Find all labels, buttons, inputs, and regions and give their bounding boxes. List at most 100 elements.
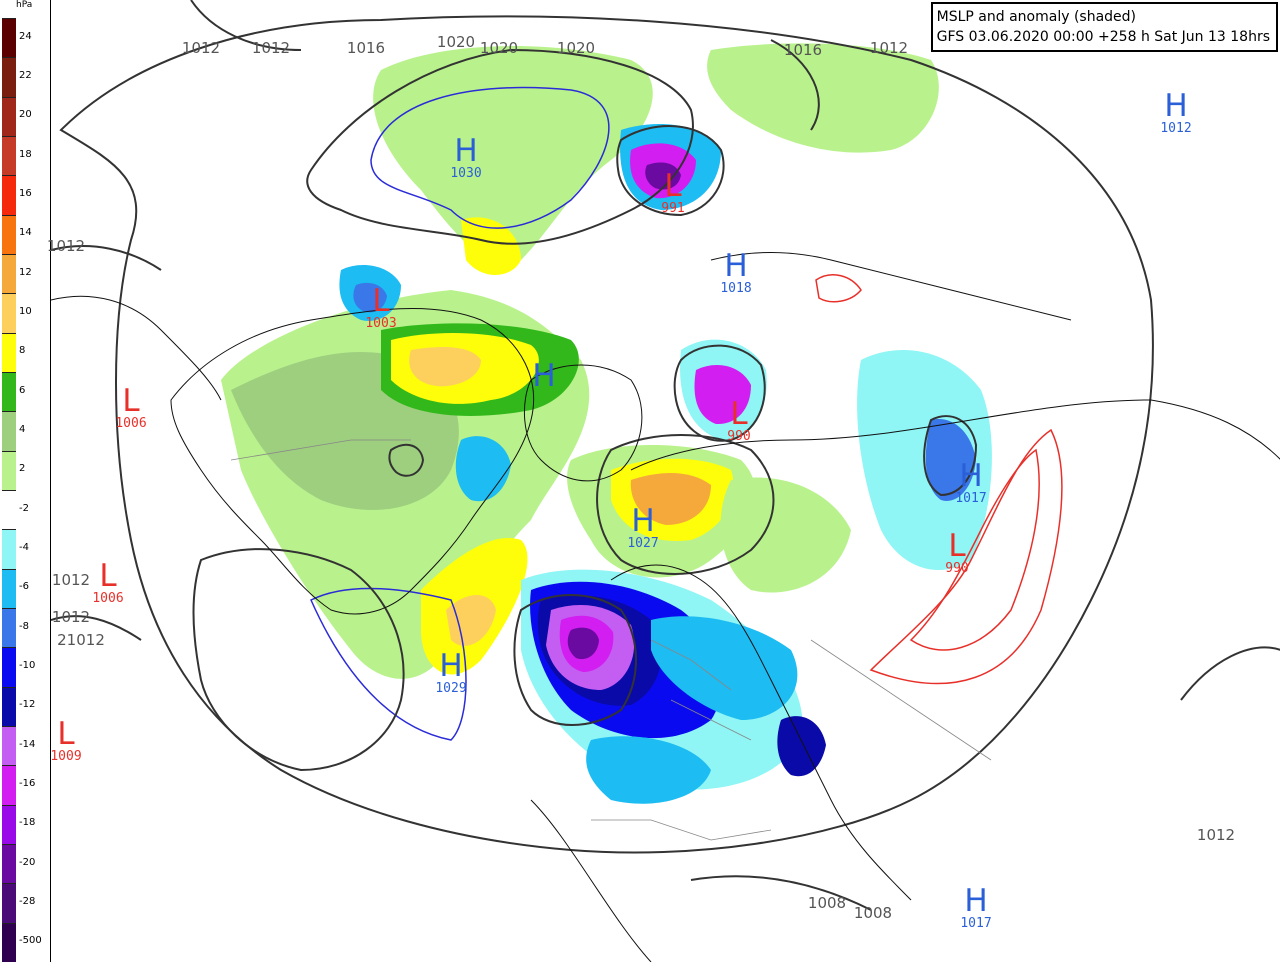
positive-anomaly-siberia <box>707 43 939 153</box>
isobar-label: 1020 <box>556 39 596 57</box>
colorbar-swatch <box>2 57 16 97</box>
colorbar-label: -500 <box>19 935 42 947</box>
pressure-letter: L <box>99 558 117 594</box>
negative-anomaly-east-asia-blue <box>925 419 976 501</box>
isobar-1008-south <box>690 875 872 911</box>
isobar-label: 21012 <box>57 631 105 649</box>
colorbar-label: -2 <box>19 502 29 514</box>
colorbar-swatch <box>2 883 16 923</box>
colorbar-swatch <box>2 608 16 648</box>
low-pressure-marker: L 990 <box>945 530 968 576</box>
low-pressure-marker: L 990 <box>727 398 750 444</box>
red-anomaly-contour-east-asia-inner <box>909 448 1040 651</box>
borders <box>230 439 992 841</box>
low-pressure-marker: L 1006 <box>92 560 123 606</box>
pressure-value: 1018 <box>720 281 752 296</box>
colorbar-swatch <box>2 922 16 962</box>
pressure-value: 991 <box>661 201 685 216</box>
coastlines <box>50 252 1280 963</box>
coastline-europe <box>610 564 912 901</box>
colorbar-label: 6 <box>19 384 26 396</box>
low-pressure-marker: L 991 <box>661 170 684 216</box>
colorbar-label: 16 <box>19 188 32 199</box>
pressure-value: 1006 <box>92 591 124 606</box>
high-pressure-marker: H 1012 <box>1160 90 1191 136</box>
colorbar-swatch <box>2 726 16 766</box>
high-pressure-marker: H 1027 <box>627 505 658 551</box>
low-pressure-marker: L 1009 <box>50 718 81 764</box>
coastline-africa <box>530 799 652 963</box>
colorbar-label: -14 <box>19 738 36 750</box>
colorbar-swatch <box>2 96 16 136</box>
negative-anomaly-mediterranean <box>586 736 711 804</box>
map-subtitle: GFS 03.06.2020 00:00 +258 h Sat Jun 13 1… <box>936 29 1270 45</box>
pressure-letter: L <box>57 716 75 752</box>
blue-anomaly-contour-arctic <box>370 86 610 229</box>
pressure-value: 990 <box>945 561 969 576</box>
isobar-label: 1012 <box>51 608 91 626</box>
colorbar-swatch <box>2 490 16 530</box>
colorbar-label: -12 <box>19 699 36 711</box>
colorbar-label: -20 <box>19 856 36 868</box>
pressure-value: 1006 <box>115 416 147 431</box>
anomaly-shading <box>221 43 992 804</box>
positive-anomaly-russia <box>720 477 851 593</box>
pressure-letter: L <box>122 383 140 419</box>
colorbar-label: -16 <box>19 778 36 789</box>
isobar-1020-north <box>306 48 694 245</box>
isobar-barents-low <box>616 125 725 217</box>
isobar-kara-low <box>673 344 766 442</box>
isobar-1012-scandinavia <box>596 434 775 575</box>
positive-anomaly-arctic-yellow <box>461 217 521 275</box>
pressure-value: 1029 <box>435 681 467 696</box>
red-anomaly-contour-east-asia <box>869 428 1063 685</box>
colorbar-unit: hPa <box>16 0 33 10</box>
isobar-1012-far-east <box>1180 646 1280 701</box>
pressure-letter: L <box>372 283 390 319</box>
pressure-letter: L <box>948 528 966 564</box>
colorbar-swatch <box>2 214 16 254</box>
negative-anomaly-kara-core <box>694 365 751 425</box>
colorbar-legend: hPa 24 22 20 18 16 14 12 10 8 6 4 2 -2 -4 -6 -8 -10 -12 -1… <box>0 0 50 962</box>
isobars <box>50 0 1280 911</box>
border-africa-a <box>591 819 772 841</box>
isobar-label: 1008 <box>807 894 847 912</box>
colorbar-label: 4 <box>19 424 26 435</box>
colorbar-label: -8 <box>19 620 29 632</box>
isobar-1012-northwest <box>50 245 162 271</box>
isobar-label: 1020 <box>436 33 476 51</box>
negative-anomaly-alaska-core <box>353 282 387 313</box>
pressure-letter: L <box>730 396 748 432</box>
isobar-label: 1012 <box>51 571 91 589</box>
negative-anomaly-caspian <box>777 716 826 777</box>
colorbar-label: -28 <box>19 896 36 907</box>
colorbar-swatch <box>2 647 16 687</box>
isobar-label: 1012 <box>46 237 86 255</box>
border-us-canada <box>230 439 411 461</box>
colorbar-label: 14 <box>19 227 32 239</box>
coastline-north-america <box>170 307 535 615</box>
colorbar-label: 10 <box>19 306 32 317</box>
high-pressure-marker: H 1030 <box>450 135 481 181</box>
anomaly-contours <box>310 86 1063 741</box>
isobar-label: 1012 <box>251 39 291 57</box>
positive-anomaly-arctic <box>373 46 653 265</box>
high-pressure-marker: H 1029 <box>435 650 466 696</box>
colorbar-label: -4 <box>19 542 29 553</box>
colorbar-swatch <box>2 411 16 451</box>
pressure-letter: H <box>724 248 748 284</box>
red-anomaly-contour-siberia <box>815 274 862 303</box>
colorbar-swatch <box>2 450 16 490</box>
high-pressure-marker: H 1018 <box>720 250 751 296</box>
isobar-hudson <box>388 443 425 477</box>
isobar-1016-northeast <box>770 39 820 131</box>
colorbar-swatch <box>2 804 16 844</box>
isobar-1016-outer <box>59 15 1154 854</box>
positive-anomaly-canada-orange <box>409 347 481 387</box>
isobar-1008-europe <box>513 594 637 726</box>
low-pressure-marker: L 1006 <box>115 385 146 431</box>
pressure-letter: H <box>532 358 556 394</box>
blue-anomaly-contour-atlantic <box>310 587 467 741</box>
isobar-1012-atlantic <box>192 548 405 772</box>
positive-anomaly-atlantic-orange <box>446 595 496 646</box>
